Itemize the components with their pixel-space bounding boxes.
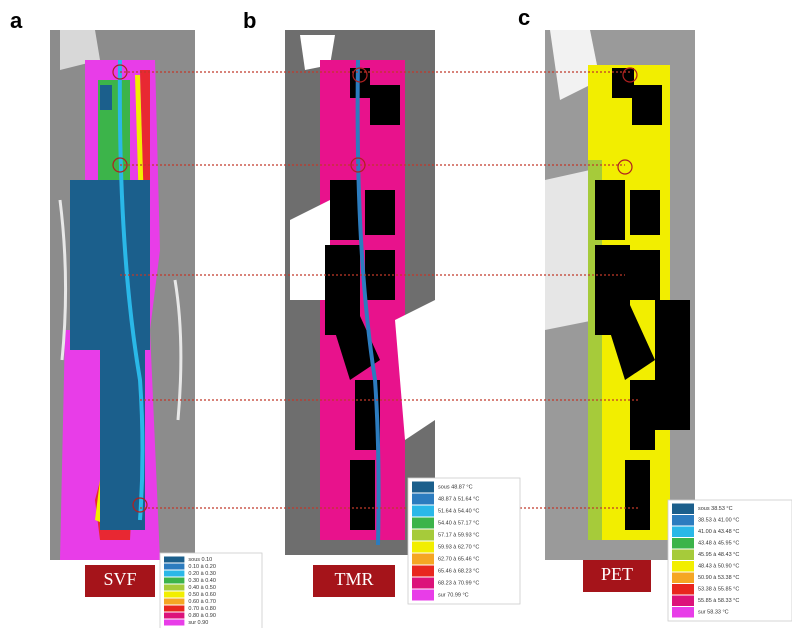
legend-label: 57.17 à 59.93 °C (438, 532, 479, 538)
legend-label: 0.70 à 0.80 (188, 606, 216, 612)
figure: a SVF sous 0.100.10 à 0.200.20 à 0.300.30 … (0, 0, 792, 628)
legend-swatch (164, 606, 184, 612)
panel-label: TMR (334, 569, 373, 589)
legend-label: 45.95 à 48.43 °C (698, 552, 739, 558)
tmr-map (285, 30, 435, 555)
legend-swatch (672, 527, 694, 538)
legend-label: 48.43 à 50.90 °C (698, 564, 739, 570)
legend-label: 53.38 à 55.85 °C (698, 587, 739, 593)
legend-label: 0.80 à 0.90 (188, 613, 216, 619)
panel-letter: b (243, 8, 256, 33)
legend-swatch (412, 494, 434, 505)
legend-swatch (672, 596, 694, 607)
legend-swatch (672, 584, 694, 595)
legend-label: 0.10 à 0.20 (188, 564, 216, 570)
legend-swatch (412, 530, 434, 541)
panel-label: SVF (103, 569, 136, 589)
legend-swatch (164, 585, 184, 591)
legend-swatch (412, 506, 434, 517)
legend-swatch (412, 554, 434, 565)
legend-label: 0.30 à 0.40 (188, 578, 216, 584)
legend-swatch (164, 592, 184, 598)
legend-label: 65.46 à 68.23 °C (438, 568, 479, 574)
legend-swatch (164, 620, 184, 626)
svf-map (50, 30, 195, 560)
legend-label: 50.90 à 53.38 °C (698, 575, 739, 581)
legend-swatch (164, 557, 184, 563)
legend-swatch (672, 504, 694, 515)
legend-label: 55.85 à 58.33 °C (698, 598, 739, 604)
legend-swatch (672, 515, 694, 526)
legend-swatch (672, 538, 694, 549)
legend-label: sur 58.33 °C (698, 610, 729, 616)
legend-label: 0.60 à 0.70 (188, 599, 216, 605)
pet-map (545, 30, 695, 560)
legend-swatch (164, 578, 184, 584)
legend-label: 0.50 à 0.60 (188, 592, 216, 598)
legend-swatch (412, 590, 434, 601)
legend-label: 48.87 à 51.64 °C (438, 496, 479, 502)
legend-label: 0.20 à 0.30 (188, 571, 216, 577)
panel-letter: c (518, 5, 530, 30)
legend-swatch (164, 571, 184, 577)
legend-swatch (412, 566, 434, 577)
legend-swatch (672, 573, 694, 584)
legend-swatch (412, 542, 434, 553)
legend-swatch (672, 561, 694, 572)
legend-label: 43.48 à 45.95 °C (698, 541, 739, 547)
legend-label: sur 0.90 (188, 620, 208, 626)
legend-label: 62.70 à 65.46 °C (438, 556, 479, 562)
legend-label: 54.40 à 57.17 °C (438, 520, 479, 526)
legend-label: 41.00 à 43.48 °C (698, 529, 739, 535)
legend-swatch (412, 578, 434, 589)
legend-label: sous 48.87 °C (438, 484, 473, 490)
legend-swatch (412, 518, 434, 529)
legend-swatch (412, 482, 434, 493)
legend-label: sous 38.53 °C (698, 506, 733, 512)
legend-label: 51.64 à 54.40 °C (438, 508, 479, 514)
legend-label: sur 70.99 °C (438, 592, 469, 598)
legend-swatch (164, 564, 184, 570)
legend-label: 59.93 à 62.70 °C (438, 544, 479, 550)
legend-swatch (164, 599, 184, 605)
legend-swatch (672, 550, 694, 561)
legend-label: sous 0.10 (188, 557, 212, 563)
legend-swatch (164, 613, 184, 619)
panel-letter: a (10, 8, 23, 33)
legend-label: 0.40 à 0.50 (188, 585, 216, 591)
panel-label: PET (601, 564, 633, 584)
legend-swatch (672, 607, 694, 618)
legend-label: 38.53 à 41.00 °C (698, 518, 739, 524)
legend-label: 68.23 à 70.99 °C (438, 580, 479, 586)
